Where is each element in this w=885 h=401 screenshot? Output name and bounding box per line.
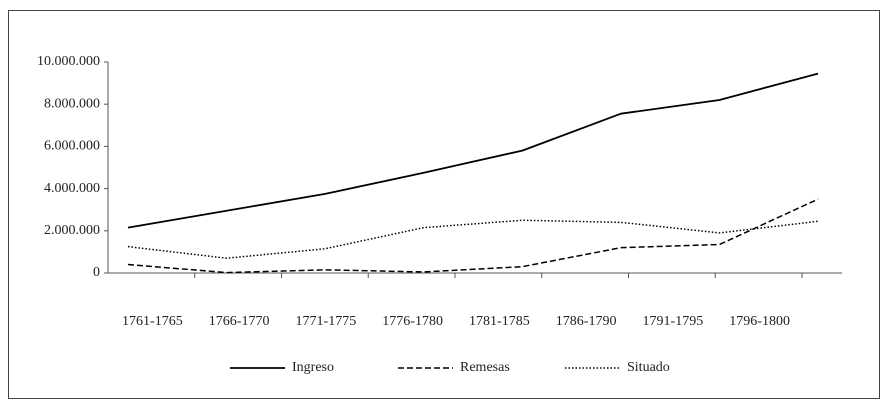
y-tick-label: 10.000.000 — [37, 54, 100, 69]
x-tick-label: 1781-1785 — [469, 314, 530, 329]
x-tick-label: 1786-1790 — [556, 314, 617, 329]
series-line — [127, 72, 819, 229]
legend-label: Ingreso — [292, 360, 334, 375]
y-tick-label: 6.000.000 — [44, 139, 100, 154]
y-tick-label: 4.000.000 — [44, 181, 100, 196]
x-tick-label: 1761-1765 — [122, 314, 183, 329]
x-tick-label: 1791-1795 — [643, 314, 704, 329]
y-tick-label: 8.000.000 — [44, 96, 100, 111]
series-line — [127, 198, 819, 274]
x-tick-label: 1796-1800 — [729, 314, 790, 329]
chart-frame — [8, 10, 880, 399]
x-tick-label: 1771-1775 — [296, 314, 357, 329]
y-tick-label: 2.000.000 — [44, 223, 100, 238]
y-tick-label: 0 — [93, 265, 100, 280]
series-line — [127, 219, 819, 259]
x-tick-label: 1766-1770 — [209, 314, 270, 329]
legend-label: Situado — [627, 360, 670, 375]
x-tick-label: 1776-1780 — [382, 314, 443, 329]
legend-label: Remesas — [460, 360, 510, 375]
